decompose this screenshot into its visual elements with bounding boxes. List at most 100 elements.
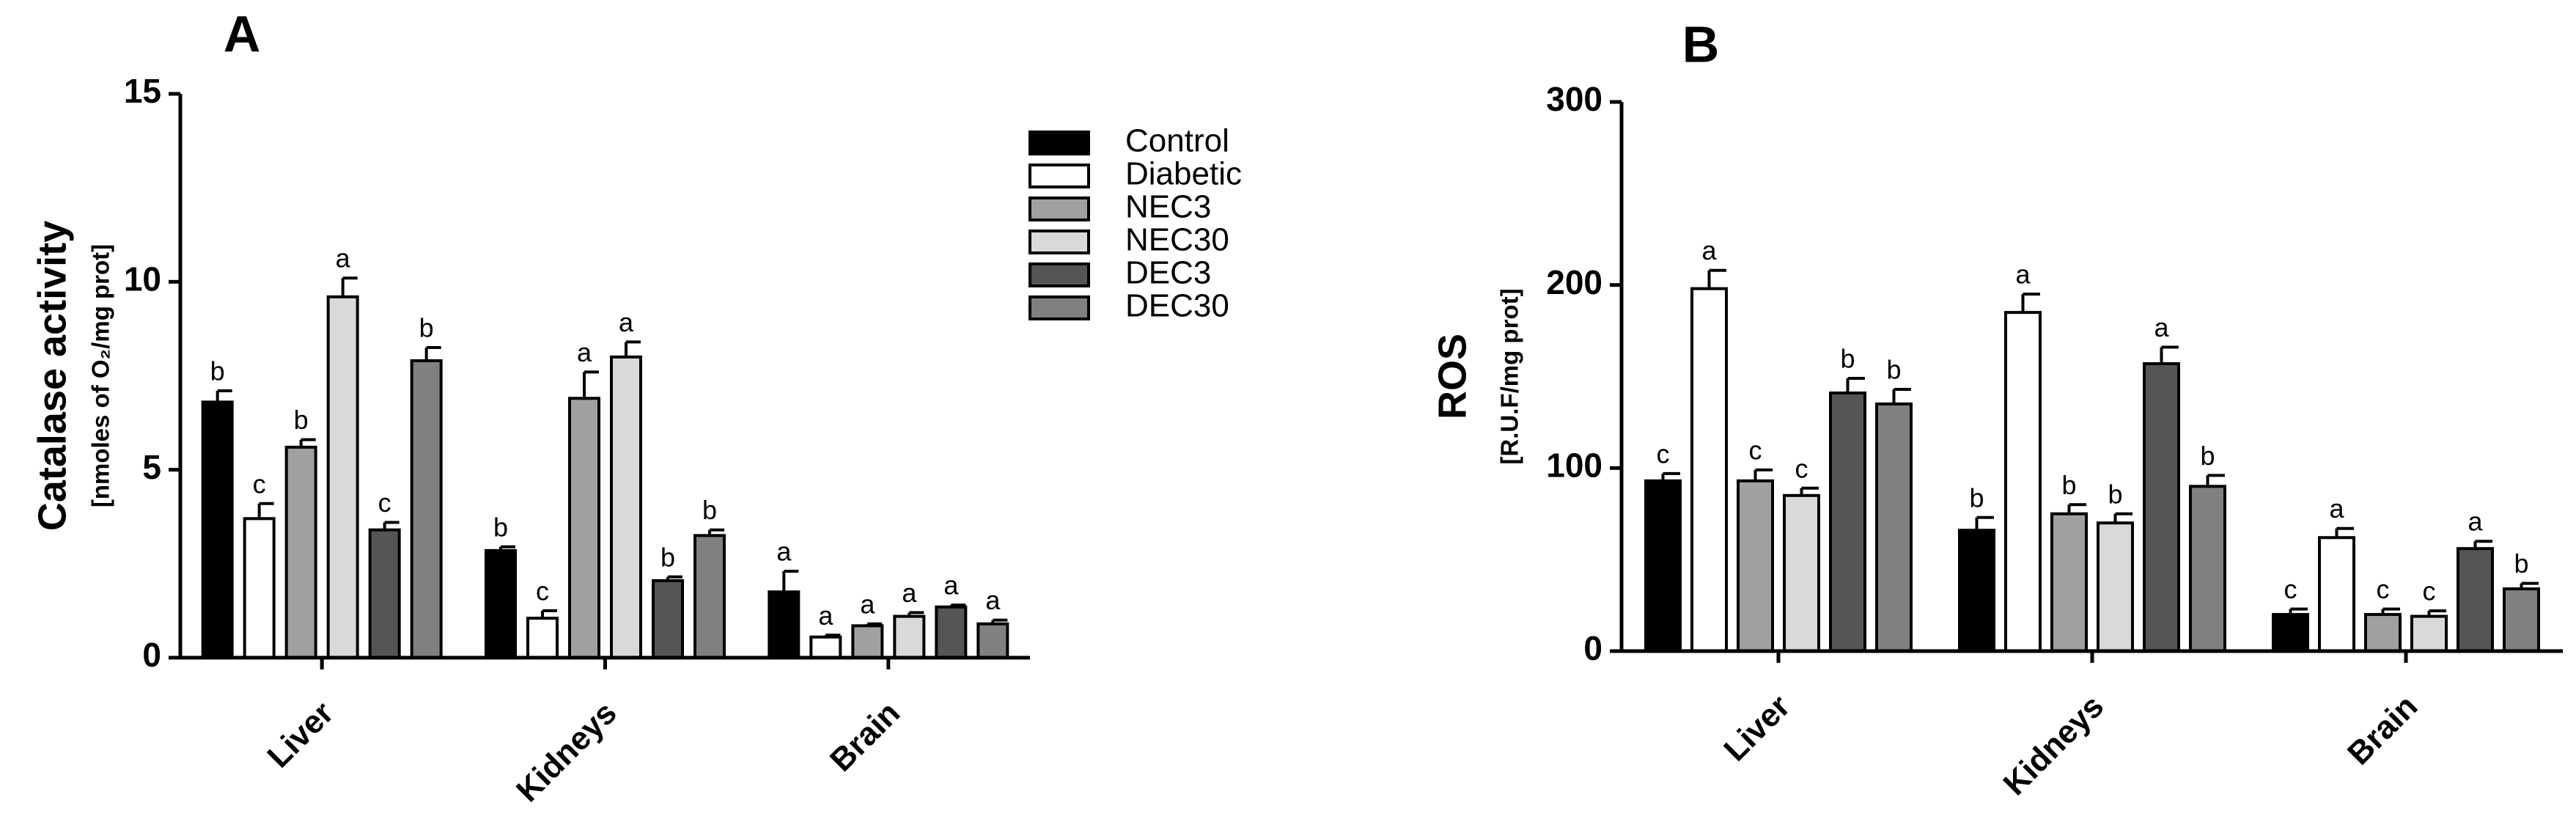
legend-swatch: [1028, 262, 1090, 287]
legend-swatch: [1028, 295, 1090, 320]
bar: [2503, 587, 2540, 653]
bar: [2457, 547, 2494, 653]
significance-letter: a: [943, 570, 959, 601]
legend-label: DEC3: [1125, 255, 1211, 291]
bar: [326, 295, 359, 659]
significance-letter: b: [702, 495, 717, 525]
y-tick-label: 100: [1546, 446, 1602, 484]
bar: [1783, 493, 1820, 653]
significance-letter: a: [577, 337, 592, 367]
bar: [2097, 521, 2134, 653]
significance-letter: b: [2200, 441, 2215, 471]
legend-swatch: [1028, 197, 1090, 221]
bar: [610, 355, 642, 659]
significance-letter: b: [210, 356, 225, 386]
chart-title: B: [1682, 15, 1720, 73]
bar: [2364, 613, 2402, 653]
bar: [2050, 512, 2088, 653]
bar: [485, 548, 517, 660]
bar: [2004, 311, 2042, 653]
bar: [368, 528, 401, 660]
y-axis-label: Catalase activity: [30, 221, 74, 531]
significance-letter: c: [536, 576, 549, 606]
significance-letter: a: [1701, 235, 1717, 265]
y-tick-label: 0: [1583, 629, 1602, 667]
chart-title: A: [224, 5, 261, 62]
bar: [526, 617, 559, 659]
significance-letter: c: [1657, 438, 1670, 469]
bar: [652, 579, 684, 659]
significance-letter: c: [378, 488, 391, 518]
bar: [1875, 402, 1913, 653]
legend-label: NEC3: [1125, 189, 1211, 225]
x-tick-label: Liver: [260, 695, 340, 775]
significance-letter: b: [1886, 354, 1901, 384]
significance-letter: b: [294, 405, 309, 435]
y-tick-label: 200: [1546, 263, 1602, 301]
bar: [2272, 613, 2309, 653]
legend-label: Control: [1125, 123, 1229, 159]
bar: [2143, 362, 2180, 653]
bar: [2318, 536, 2355, 653]
significance-letter: c: [1795, 453, 1808, 483]
bar: [768, 590, 801, 659]
significance-letter: a: [776, 537, 792, 567]
legend-label: Diabetic: [1125, 156, 1242, 192]
y-axis-sublabel: [nmoles of O₂/mg prot]: [87, 244, 114, 507]
significance-letter: a: [619, 307, 634, 337]
bar: [284, 445, 317, 659]
significance-letter: a: [2154, 312, 2169, 342]
bar: [851, 624, 884, 660]
significance-letter: a: [2015, 260, 2031, 290]
legend-label: DEC30: [1125, 288, 1229, 324]
bar: [1644, 479, 1682, 653]
significance-letter: c: [2423, 576, 2436, 606]
significance-letter: a: [2468, 507, 2483, 537]
significance-letter: c: [253, 469, 266, 499]
bar: [809, 635, 842, 660]
significance-letter: b: [2108, 479, 2122, 509]
significance-letter: a: [860, 589, 875, 619]
bar: [2189, 485, 2226, 653]
x-tick-label: Liver: [1717, 688, 1797, 768]
significance-letter: a: [985, 585, 1001, 615]
y-axis-label: ROS: [1430, 334, 1474, 419]
legend-swatch: [1028, 131, 1090, 155]
significance-letter: b: [1969, 482, 1984, 513]
legend-label: NEC30: [1125, 222, 1229, 258]
y-tick-label: 15: [124, 72, 161, 110]
significance-letter: a: [336, 243, 351, 273]
significance-letter: b: [660, 542, 675, 572]
significance-letter: a: [2329, 493, 2344, 524]
bar: [1829, 391, 1866, 653]
bar: [410, 359, 443, 659]
significance-letter: c: [1749, 435, 1762, 465]
y-tick-label: 300: [1546, 80, 1602, 118]
bar: [2410, 614, 2448, 653]
significance-letter: b: [1840, 344, 1855, 374]
significance-letter: c: [2284, 574, 2297, 604]
y-tick-label: 0: [142, 636, 161, 674]
bar: [976, 622, 1009, 659]
significance-letter: b: [2061, 470, 2076, 500]
y-tick-label: 5: [142, 448, 161, 486]
significance-letter: a: [818, 601, 833, 631]
x-tick-label: Brain: [823, 695, 907, 779]
significance-letter: b: [419, 313, 434, 343]
bar: [693, 534, 726, 660]
significance-letter: c: [2377, 574, 2390, 604]
bar: [893, 614, 926, 660]
bar: [1737, 479, 1774, 653]
bar: [1958, 529, 1995, 653]
x-tick-label: Kidneys: [509, 695, 624, 809]
bar: [1690, 287, 1728, 653]
significance-letter: b: [2514, 548, 2528, 579]
significance-letter: a: [902, 578, 917, 608]
bar: [935, 605, 968, 659]
legend-swatch: [1028, 164, 1090, 188]
bar: [201, 400, 234, 659]
x-tick-label: Kidneys: [1997, 688, 2111, 803]
bar: [243, 517, 276, 660]
y-tick-label: 10: [124, 260, 161, 298]
